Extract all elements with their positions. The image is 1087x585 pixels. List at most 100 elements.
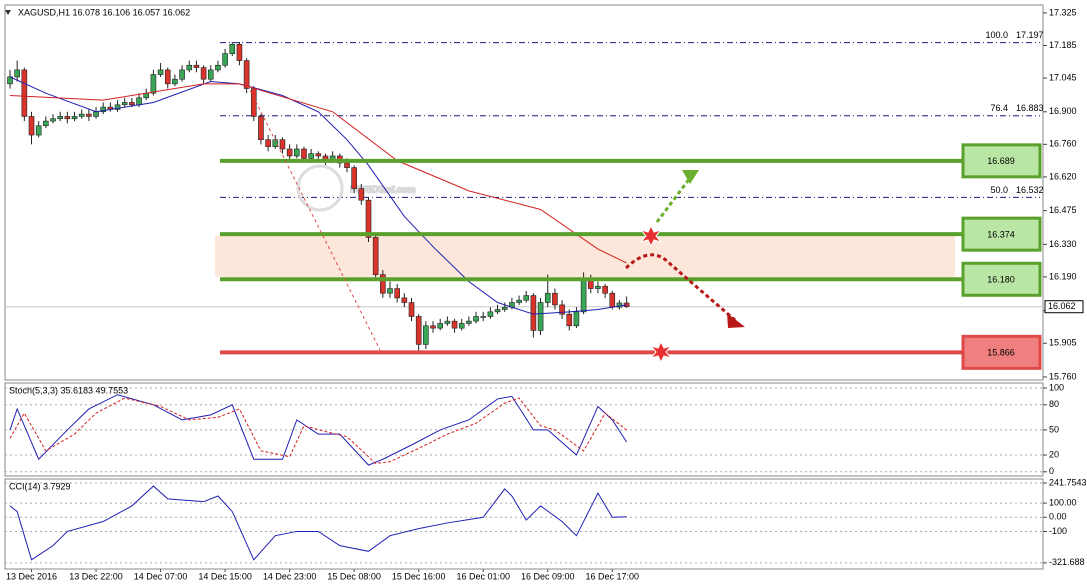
- candle-body: [487, 311, 494, 317]
- y-tick-label: 16.620: [1049, 171, 1077, 181]
- fib-price: 17.197: [1016, 30, 1044, 40]
- up-arrow-head: [682, 170, 699, 184]
- panel-title: CCI(14) 3.7929: [9, 481, 71, 491]
- candle-body: [193, 64, 200, 68]
- candle-body: [444, 320, 451, 324]
- candle-body: [258, 116, 264, 140]
- x-tick-label: 16 Dec 17:00: [586, 571, 640, 581]
- candle-body: [544, 292, 551, 303]
- level-label: 15.866: [987, 348, 1015, 358]
- candle-body: [415, 316, 422, 345]
- candle-body: [86, 113, 92, 117]
- candle-body: [157, 69, 164, 75]
- candle-body: [200, 67, 207, 80]
- candle-body: [408, 302, 415, 317]
- candle-body: [573, 311, 580, 327]
- y-tick-label: 15.905: [1049, 338, 1077, 348]
- y-tick-label: 16.475: [1049, 205, 1077, 215]
- candle-body: [179, 69, 185, 80]
- series-line: [9, 485, 627, 561]
- decorations: [244, 79, 745, 364]
- y-tick-label: 20: [1049, 449, 1059, 459]
- panel-title: XAGUSD,H1 16.078 16.106 16.057 16.062: [18, 7, 190, 17]
- y-tick-label: 0: [1049, 466, 1054, 476]
- y-tick-label: -100: [1049, 526, 1067, 536]
- candle-body: [494, 309, 501, 313]
- level-label: 16.374: [987, 230, 1015, 240]
- level-label: 16.689: [987, 156, 1015, 166]
- candle-body: [372, 237, 379, 275]
- panel-frame: [4, 478, 1044, 570]
- candle-body: [250, 88, 257, 117]
- candle-body: [121, 102, 128, 106]
- candle-body: [315, 153, 322, 157]
- candle-body: [351, 167, 357, 189]
- fib-price: 16.532: [1016, 185, 1044, 195]
- level-box: [961, 261, 1042, 297]
- candle-body: [458, 323, 465, 329]
- series-line: [9, 397, 627, 464]
- candle-body: [387, 288, 393, 294]
- candle-body: [516, 299, 522, 303]
- candle-body: [473, 316, 479, 322]
- candle-body: [423, 325, 429, 345]
- candle-body: [35, 125, 42, 136]
- candle-body: [100, 106, 107, 113]
- candle-body: [616, 302, 623, 308]
- x-tick-label: 13 Dec 22:00: [69, 571, 123, 581]
- candle-body: [523, 295, 530, 301]
- down-arrow-head: [727, 313, 745, 328]
- candle-body: [609, 292, 616, 308]
- candle-body: [552, 292, 558, 306]
- y-tick-label: 16.760: [1049, 139, 1077, 149]
- candle-body: [14, 69, 20, 78]
- starburst: [639, 224, 663, 248]
- candle-body: [57, 116, 63, 120]
- y-tick-label: 16.190: [1049, 271, 1077, 281]
- candle-body: [43, 120, 49, 127]
- panel-title: Stoch(5,3,3) 35.6183 49.7553: [9, 385, 128, 395]
- candle-body: [301, 148, 307, 159]
- candle-body: [243, 60, 250, 89]
- candle-body: [236, 44, 243, 61]
- candle-body: [530, 295, 537, 331]
- y-tick-label: 17.325: [1049, 7, 1077, 17]
- candle-body: [150, 74, 157, 94]
- candle-body: [308, 153, 314, 159]
- candle-body: [537, 302, 544, 331]
- up-arrow: [655, 177, 692, 223]
- level-box: [961, 334, 1042, 370]
- watermark-logo: [296, 164, 344, 212]
- candle-body: [186, 64, 193, 71]
- candle-body: [207, 69, 214, 80]
- panel-frame: [4, 4, 1044, 381]
- candle-body: [28, 116, 35, 136]
- candle-body: [114, 104, 121, 110]
- candle-body: [50, 118, 56, 122]
- fib-ratio: 100.0: [985, 30, 1008, 40]
- candle-body: [279, 139, 286, 150]
- level-box: [961, 143, 1042, 179]
- candle-body: [93, 111, 99, 117]
- candle-body: [394, 288, 400, 299]
- y-tick-label: 80: [1049, 399, 1059, 409]
- candle-body: [164, 69, 171, 85]
- candle-body: [430, 325, 436, 329]
- candle-body: [64, 116, 71, 120]
- candle-body: [365, 199, 372, 238]
- candle-body: [559, 304, 565, 315]
- y-tick-label: 16.900: [1049, 106, 1077, 116]
- candle-body: [358, 188, 365, 201]
- x-tick-label: 15 Dec 08:00: [327, 571, 381, 581]
- series-line: [9, 83, 627, 264]
- candle-body: [344, 162, 350, 168]
- y-tick-label: 100.00: [1049, 497, 1077, 507]
- candle-body: [172, 78, 178, 85]
- x-tick-label: 16 Dec 09:00: [521, 571, 575, 581]
- x-tick-label: 14 Dec 07:00: [134, 571, 188, 581]
- candle-body: [286, 148, 293, 157]
- candle-body: [293, 148, 300, 157]
- fib-ratio: 50.0: [990, 185, 1008, 195]
